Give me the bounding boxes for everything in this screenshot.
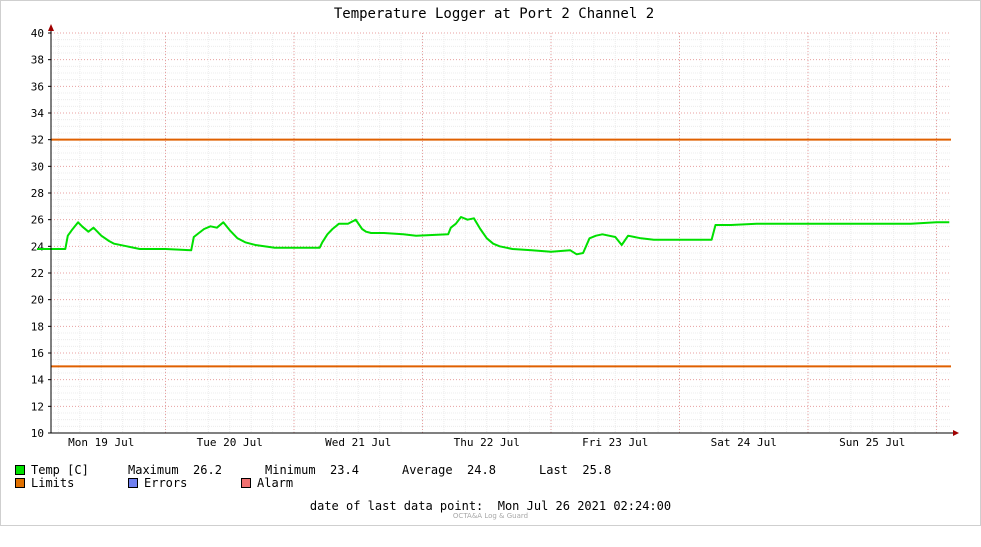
limits-swatch (15, 478, 25, 488)
legend-errors-label: Errors (144, 476, 188, 490)
y-tick-label: 16 (31, 347, 44, 360)
last-point-value: Mon Jul 26 2021 02:24:00 (497, 499, 672, 513)
legend-maximum: Maximum 26.2 (128, 463, 222, 477)
legend-average: Average 24.8 (402, 463, 496, 477)
y-axis-arrow-icon (48, 24, 54, 31)
average-value: 24.8 (467, 463, 496, 477)
y-tick-label: 36 (31, 80, 44, 93)
x-tick-label: Fri 23 Jul (582, 436, 648, 449)
y-tick-label: 24 (31, 240, 45, 253)
chart-title: Temperature Logger at Port 2 Channel 2 (334, 6, 654, 22)
y-tick-label: 20 (31, 294, 44, 307)
minimum-label: Minimum (265, 463, 316, 477)
y-tick-label: 40 (31, 27, 44, 40)
legend-row-keys: Limits Errors Alarm (15, 476, 293, 490)
legend-temp: Temp [C] (15, 463, 89, 477)
limit-lines (51, 138, 951, 368)
watermark: OCTA&A Log & Guard (452, 512, 529, 520)
x-tick-label: Mon 19 Jul (68, 436, 134, 449)
last-label: Last (539, 463, 568, 477)
legend-minimum: Minimum 23.4 (265, 463, 359, 477)
x-tick-label: Wed 21 Jul (325, 436, 391, 449)
minimum-value: 23.4 (330, 463, 359, 477)
legend-limits-label: Limits (31, 476, 75, 490)
y-tick-label: 10 (31, 427, 44, 440)
y-tick-label: 32 (31, 134, 44, 147)
legend-temp-label: Temp [C] (31, 463, 89, 477)
maximum-value: 26.2 (193, 463, 222, 477)
axes (48, 24, 959, 436)
temperature-chart: Temperature Logger at Port 2 Channel 2 1… (31, 6, 959, 449)
alarm-swatch (241, 478, 251, 488)
legend-limits: Limits (15, 476, 74, 490)
y-tick-label: 18 (31, 320, 44, 333)
x-tick-label: Tue 20 Jul (197, 436, 263, 449)
y-tick-label: 28 (31, 187, 44, 200)
maximum-label: Maximum (128, 463, 179, 477)
legend-row-stats: Temp [C] Maximum 26.2 Minimum 23.4 Avera… (15, 463, 611, 477)
x-tick-label: Thu 22 Jul (454, 436, 520, 449)
y-tick-label: 22 (31, 267, 44, 280)
y-axis-labels: 10 12 14 16 18 20 22 24 26 28 30 32 34 36 38 40 (31, 27, 51, 440)
y-tick-label: 12 (31, 400, 44, 413)
y-tick-label: 34 (31, 107, 45, 120)
errors-swatch (128, 478, 138, 488)
legend-errors: Errors (128, 476, 187, 490)
y-tick-label: 38 (31, 54, 44, 67)
last-point-label: date of last data point: (309, 499, 484, 513)
x-tick-label: Sat 24 Jul (711, 436, 777, 449)
average-label: Average (402, 463, 453, 477)
x-tick-label: Sun 25 Jul (839, 436, 905, 449)
x-axis-arrow-icon (953, 430, 959, 436)
last-data-point: date of last data point: Mon Jul 26 2021… (0, 499, 981, 513)
series-layer (37, 216, 950, 256)
y-tick-label: 14 (31, 374, 45, 387)
legend-last: Last 25.8 (539, 463, 611, 477)
legend-alarm-label: Alarm (257, 476, 294, 490)
y-tick-label: 26 (31, 214, 44, 227)
last-value: 25.8 (582, 463, 612, 477)
grid (51, 32, 951, 434)
x-axis-labels: Mon 19 Jul Tue 20 Jul Wed 21 Jul Thu 22 Jul… (68, 436, 905, 449)
legend-alarm: Alarm (241, 476, 293, 490)
chart-frame (0, 0, 981, 526)
y-tick-label: 30 (31, 160, 44, 173)
temp-series-line (37, 216, 950, 256)
temp-swatch (15, 465, 25, 475)
